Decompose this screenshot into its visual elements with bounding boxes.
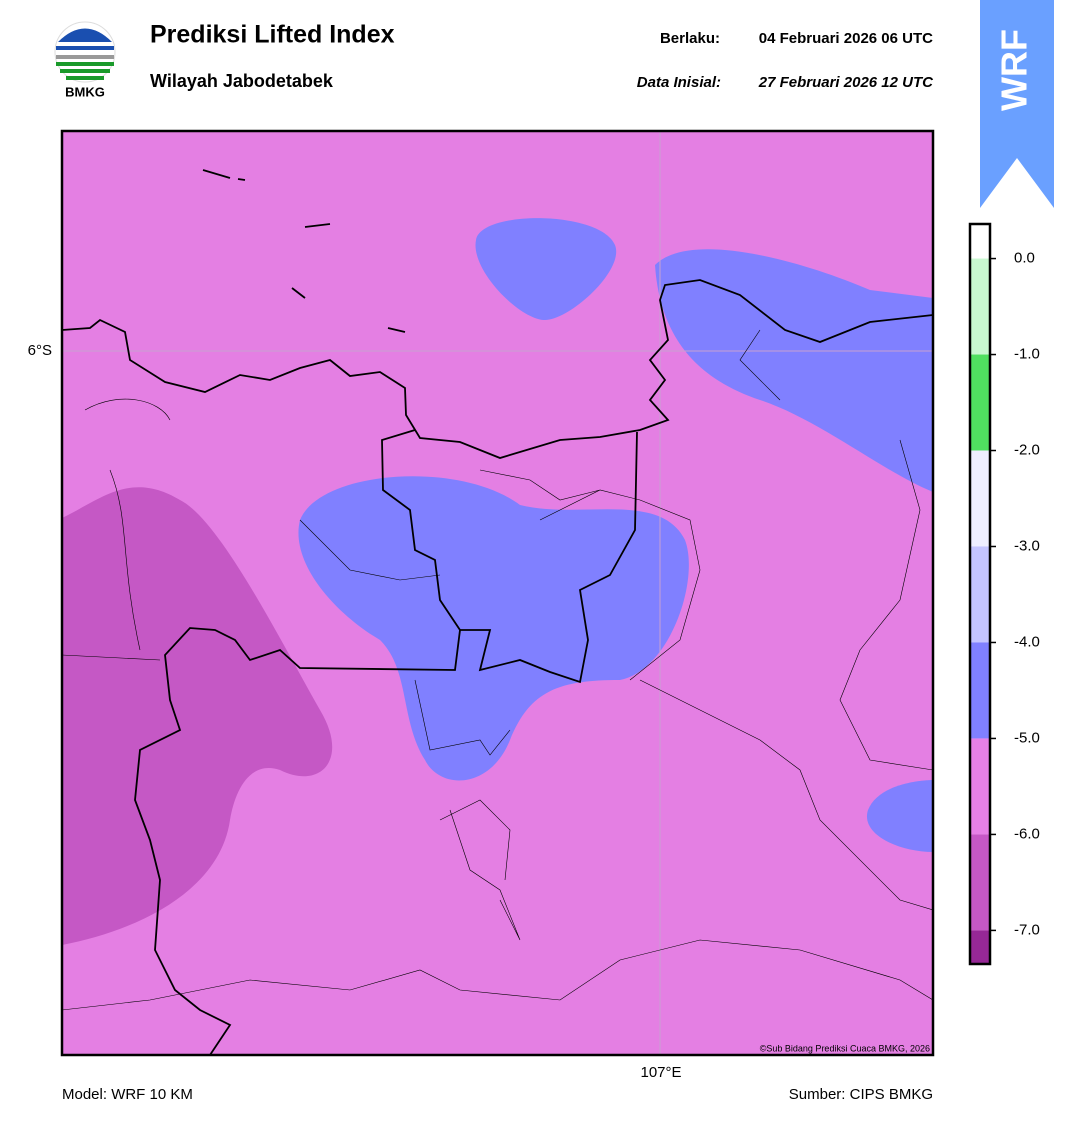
tick-label: -7.0 xyxy=(1014,921,1040,938)
color-band xyxy=(970,738,990,835)
color-band xyxy=(970,546,990,643)
color-band xyxy=(970,834,990,931)
color-band xyxy=(970,642,990,739)
color-band xyxy=(970,450,990,547)
source: Sumber: CIPS BMKG xyxy=(789,1086,933,1103)
init-label: Data Inisial: xyxy=(637,74,721,91)
lat-label: 6°S xyxy=(28,342,52,359)
logo: BMKG xyxy=(54,21,116,99)
lon-label: 107°E xyxy=(640,1064,681,1081)
map: ©Sub Bidang Prediksi Cuaca BMKG, 2026 xyxy=(62,131,933,1055)
color-band xyxy=(970,930,990,964)
color-band xyxy=(970,354,990,451)
init: 27 Februari 2026 12 UTC xyxy=(758,74,934,91)
colorbar: 0.0 -1.0 -2.0 -3.0 -4.0 -5.0 -6.0 -7.0 xyxy=(968,222,1040,966)
valid-label: Berlaku: xyxy=(660,30,720,47)
colorbar-frame xyxy=(968,222,992,966)
model: Model: WRF 10 KM xyxy=(62,1086,193,1103)
tick-label: -5.0 xyxy=(1014,729,1040,746)
valid: 04 Februari 2026 06 UTC xyxy=(759,30,933,47)
color-band xyxy=(970,224,990,259)
tick-label: -6.0 xyxy=(1014,825,1040,842)
subtitle: Wilayah Jabodetabek xyxy=(150,71,334,91)
tick-label: -2.0 xyxy=(1014,441,1040,458)
tick-label: -1.0 xyxy=(1014,346,1040,363)
tick-label: -3.0 xyxy=(1014,537,1040,554)
tick-label: 0.0 xyxy=(1014,250,1035,267)
logo-text: BMKG xyxy=(65,84,105,99)
tick-label: -4.0 xyxy=(1014,633,1040,650)
map-frame xyxy=(60,129,935,1057)
badge xyxy=(980,0,1054,208)
badge-text: WRF xyxy=(994,29,1035,111)
color-band xyxy=(970,258,990,355)
credit: ©Sub Bidang Prediksi Cuaca BMKG, 2026 xyxy=(760,1043,930,1053)
title: Prediksi Lifted Index xyxy=(150,21,395,49)
